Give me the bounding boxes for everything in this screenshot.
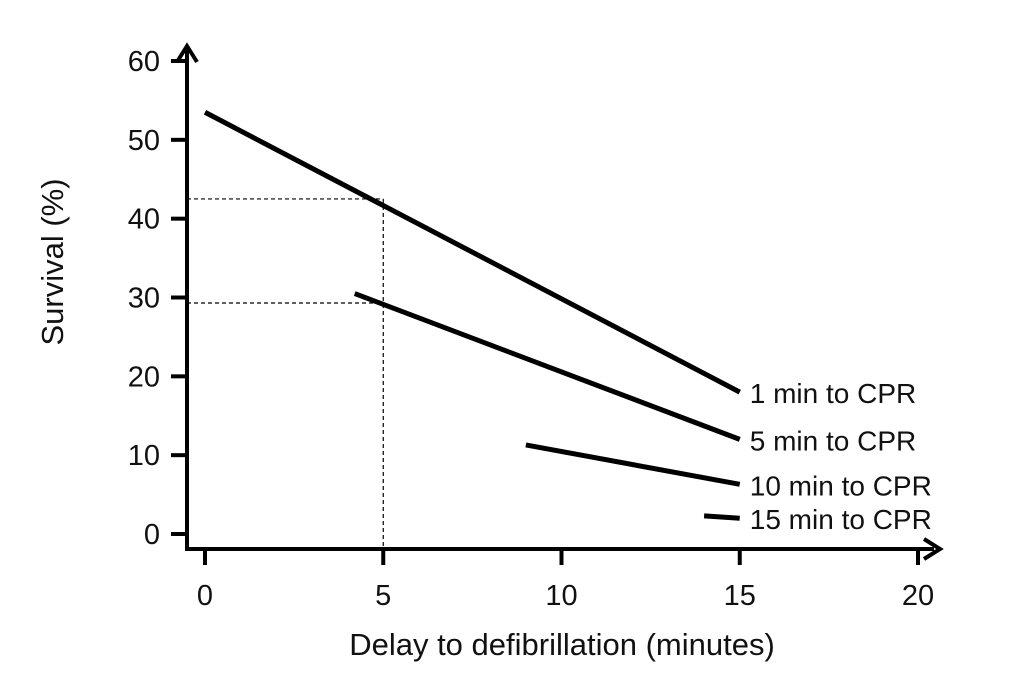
- y-tick-label: 30: [128, 283, 160, 315]
- series-line-2: [353, 291, 741, 442]
- x-tick-label: 0: [197, 580, 213, 612]
- y-tick-label: 10: [128, 440, 160, 472]
- series-label-4: 15 min to CPR: [750, 504, 932, 535]
- series-line-1: [203, 110, 741, 395]
- series-label-2: 5 min to CPR: [750, 425, 917, 456]
- y-axis-ticks: 0 10 20 30 40 50 60: [128, 46, 187, 551]
- series-labels: 1 min to CPR 5 min to CPR 10 min to CPR15 …: [750, 378, 932, 535]
- y-tick-label: 50: [128, 125, 160, 157]
- x-tick-label: 20: [902, 580, 934, 612]
- reference-guides: [187, 198, 384, 549]
- series-line-4: [703, 513, 740, 521]
- x-tick-label: 15: [724, 580, 756, 612]
- x-tick-label: 5: [375, 580, 391, 612]
- x-axis-label: Delay to defibrillation (minutes): [349, 627, 775, 662]
- series-label-3: 10 min to CPR: [750, 470, 932, 501]
- series-line-3: [525, 442, 741, 487]
- x-tick-label: 10: [545, 580, 577, 612]
- series-lines: [203, 110, 741, 521]
- y-axis-arrow: [175, 42, 199, 64]
- y-tick-label: 60: [128, 46, 160, 78]
- y-tick-label: 0: [144, 519, 160, 551]
- y-tick-label: 40: [128, 204, 160, 236]
- y-tick-label: 20: [128, 361, 160, 393]
- x-axis-ticks: 0 5 10 15 20: [197, 549, 934, 612]
- series-label-1: 1 min to CPR: [750, 378, 917, 409]
- y-axis-label: Survival (%): [35, 178, 70, 345]
- x-axis-arrow: [922, 537, 944, 561]
